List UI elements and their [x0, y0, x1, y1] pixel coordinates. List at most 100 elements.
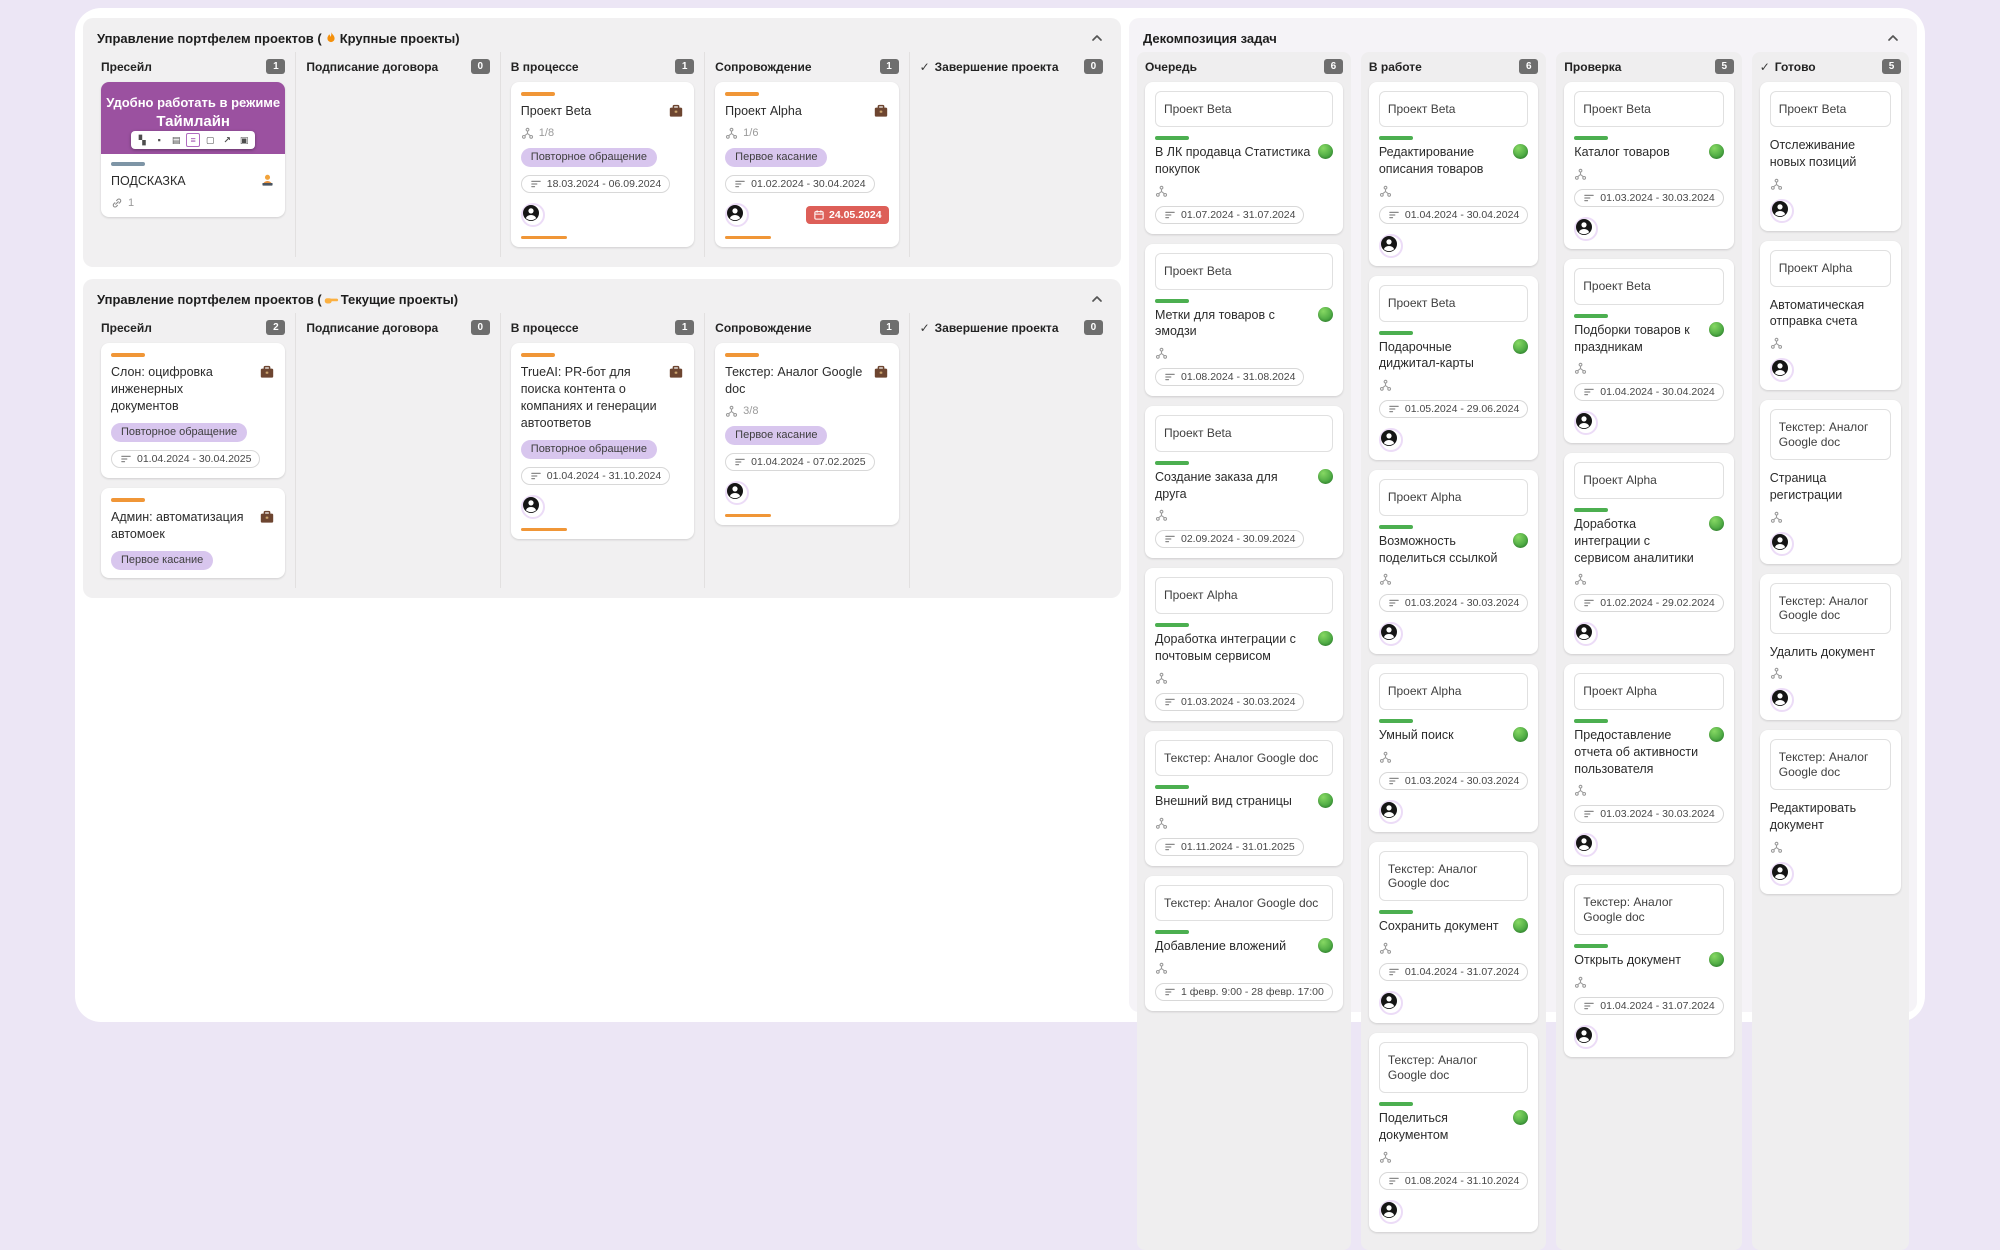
user-avatar-icon[interactable]	[520, 203, 545, 228]
parent-card-link[interactable]: Проект Alpha	[1574, 673, 1724, 710]
column-cards: Проект Beta Редактирование описания товар…	[1368, 82, 1539, 1232]
date-range-value: 01.04.2024 - 30.04.2024	[1404, 209, 1520, 222]
parent-card-link[interactable]: Проект Beta	[1574, 268, 1724, 305]
task-card[interactable]: Проект Beta Каталог товаров 01.03.2024 - 3…	[1564, 82, 1734, 250]
parent-card-link[interactable]: Проект Beta	[1155, 253, 1333, 290]
parent-card-link[interactable]: Текстер: Аналог Google doc	[1769, 582, 1891, 634]
card-title-row: В ЛК продавца Статистика покупок	[1155, 144, 1333, 178]
user-avatar-icon[interactable]	[1574, 411, 1599, 436]
subtasks-icon	[1155, 347, 1168, 360]
task-card[interactable]: Текстер: Аналог Google doc Удалить докуме…	[1759, 573, 1901, 721]
user-avatar-icon[interactable]	[1574, 833, 1599, 858]
date-range-icon	[1583, 597, 1595, 609]
progress-line	[1378, 136, 1413, 141]
task-card[interactable]: Проект Beta Метки для товаров с эмодзи 01.…	[1145, 244, 1343, 397]
card-color-line	[520, 92, 555, 96]
parent-card-link[interactable]: Проект Beta	[1574, 91, 1724, 128]
task-card[interactable]: Проект Beta Редактирование описания товар…	[1368, 82, 1539, 267]
user-avatar-icon[interactable]	[1378, 428, 1403, 453]
user-avatar-icon[interactable]	[1574, 622, 1599, 647]
user-avatar-icon[interactable]	[725, 481, 750, 505]
user-avatar-icon[interactable]	[1769, 862, 1794, 886]
parent-card-link[interactable]: Текстер: Аналог Google doc	[1378, 1042, 1529, 1094]
parent-card-link[interactable]: Проект Alpha	[1378, 673, 1529, 710]
card-title-row: Внешний вид страницы	[1155, 792, 1333, 810]
user-avatar-icon[interactable]	[520, 494, 545, 519]
task-card[interactable]: Текстер: Аналог Google doc Страница регис…	[1759, 400, 1901, 564]
parent-card-link[interactable]: Текстер: Аналог Google doc	[1769, 409, 1891, 461]
parent-card-link[interactable]: Проект Beta	[1155, 415, 1333, 452]
user-avatar-icon[interactable]	[1378, 622, 1403, 647]
collapse-board-button[interactable]	[1087, 289, 1107, 309]
parent-card-link[interactable]: Текстер: Аналог Google doc	[1155, 739, 1333, 776]
kanban-card[interactable]: TrueAI: PR-бот для поиска контента о ком…	[510, 343, 695, 539]
parent-card-link[interactable]: Проект Alpha	[1769, 250, 1891, 287]
user-avatar-icon[interactable]	[1574, 217, 1599, 242]
parent-card-link[interactable]: Проект Alpha	[1574, 462, 1724, 499]
progress-line	[1574, 313, 1609, 318]
task-card[interactable]: Проект Alpha Возможность поделиться ссылк…	[1368, 470, 1539, 655]
kanban-card[interactable]: Проект Beta 1/8 Повторное обращение 18.03.2…	[510, 82, 695, 248]
user-avatar-icon[interactable]	[1769, 199, 1794, 224]
date-range-chip: 01.04.2024 - 30.04.2024	[1378, 206, 1529, 225]
user-avatar-icon[interactable]	[1769, 358, 1794, 383]
decomposition-area: Декомпозиция задач Очередь 6 Проект Beta В Л…	[1129, 18, 1917, 1250]
parent-card-link[interactable]: Проект Beta	[1378, 285, 1529, 322]
task-card[interactable]: Проект Alpha Доработка интеграции с почто…	[1145, 568, 1343, 721]
user-avatar-icon[interactable]	[1378, 234, 1403, 259]
user-avatar-icon[interactable]	[1769, 688, 1794, 713]
task-card[interactable]: Проект Alpha Автоматическая отправка счет…	[1759, 241, 1901, 391]
stage-tag: Повторное обращение	[111, 422, 248, 442]
status-green-dot	[1708, 952, 1724, 968]
progress-line	[1574, 136, 1609, 141]
task-card[interactable]: Текстер: Аналог Google doc Сохранить доку…	[1368, 841, 1539, 1024]
card-title: Подборки товаров к праздникам	[1574, 322, 1690, 354]
column-header: В процессе 1	[511, 313, 695, 343]
user-avatar-icon[interactable]	[725, 203, 750, 228]
task-card[interactable]: Текстер: Аналог Google doc Редактировать …	[1759, 730, 1901, 894]
user-avatar-icon[interactable]	[1574, 1025, 1599, 1050]
kanban-card[interactable]: Слон: оцифровка инженерных документов Пов…	[101, 343, 286, 478]
date-range-icon	[1583, 1000, 1595, 1012]
kanban-card[interactable]: Админ: автоматизация автомоек Первое каса…	[101, 487, 286, 578]
user-avatar-icon[interactable]	[1769, 531, 1794, 556]
parent-card-link[interactable]: Проект Beta	[1155, 91, 1333, 128]
card-title: Автоматическая отправка счета	[1769, 297, 1865, 329]
card-title-row: Проект Alpha	[725, 103, 888, 120]
parent-card-link[interactable]: Текстер: Аналог Google doc	[1378, 850, 1529, 902]
parent-card-link[interactable]: Проект Beta	[1378, 91, 1529, 128]
user-avatar-icon[interactable]	[1378, 799, 1403, 824]
kanban-card[interactable]: Удобно работать в режиме Таймлайн ▚ ▪ ▤ ≡ ▢ ↗ ▣ П…	[101, 82, 286, 217]
board-column: Подписание договора 0	[295, 52, 499, 258]
parent-card-link[interactable]: Проект Alpha	[1378, 479, 1529, 516]
user-avatar-icon[interactable]	[1378, 1199, 1403, 1224]
parent-card-link[interactable]: Текстер: Аналог Google doc	[1155, 884, 1333, 922]
task-card[interactable]: Проект Beta Подборки товаров к праздникам…	[1564, 259, 1734, 444]
task-card[interactable]: Текстер: Аналог Google doc Внешний вид ст…	[1145, 730, 1343, 866]
board-title: Управление портфелем проектов (Текущие п…	[97, 292, 458, 307]
subtasks-icon-row	[1770, 841, 1891, 854]
task-card[interactable]: Проект Beta Создание заказа для друга 02.0…	[1145, 406, 1343, 559]
task-card[interactable]: Проект Beta Отслеживание новых позиций	[1759, 82, 1901, 232]
parent-card-link[interactable]: Проект Beta	[1769, 91, 1891, 128]
parent-card-link[interactable]: Текстер: Аналог Google doc	[1574, 884, 1724, 936]
collapse-board-button[interactable]	[1883, 28, 1903, 48]
user-avatar-icon[interactable]	[1378, 991, 1403, 1016]
collapse-board-button[interactable]	[1087, 28, 1107, 48]
column-cards: Слон: оцифровка инженерных документов Пов…	[101, 343, 286, 578]
task-card[interactable]: Проект Alpha Умный поиск 01.03.2024 - 30.0…	[1368, 664, 1539, 832]
kanban-card[interactable]: Текстер: Аналог Google doc 3/8 Первое каса…	[715, 343, 899, 525]
task-card[interactable]: Проект Alpha Предоставление отчета об акт…	[1564, 664, 1734, 866]
task-card[interactable]: Текстер: Аналог Google doc Поделиться док…	[1368, 1033, 1539, 1232]
task-card[interactable]: Проект Beta В ЛК продавца Статистика поку…	[1145, 82, 1343, 235]
stage-tag: Первое касание	[725, 147, 828, 168]
kanban-card[interactable]: Проект Alpha 1/6 Первое касание 01.02.2024 …	[715, 82, 899, 248]
column-cards: Проект Beta Каталог товаров 01.03.2024 - 3…	[1564, 82, 1734, 1058]
parent-card-link[interactable]: Проект Alpha	[1155, 577, 1333, 614]
task-card[interactable]: Проект Alpha Доработка интеграции с серви…	[1564, 453, 1734, 655]
subtasks-icon-row	[1770, 511, 1891, 524]
parent-card-link[interactable]: Текстер: Аналог Google doc	[1769, 739, 1891, 791]
task-card[interactable]: Текстер: Аналог Google doc Открыть докуме…	[1564, 875, 1734, 1058]
task-card[interactable]: Проект Beta Подарочные диджитал-карты 01.0…	[1368, 276, 1539, 461]
task-card[interactable]: Текстер: Аналог Google doc Добавление вло…	[1145, 875, 1343, 1012]
